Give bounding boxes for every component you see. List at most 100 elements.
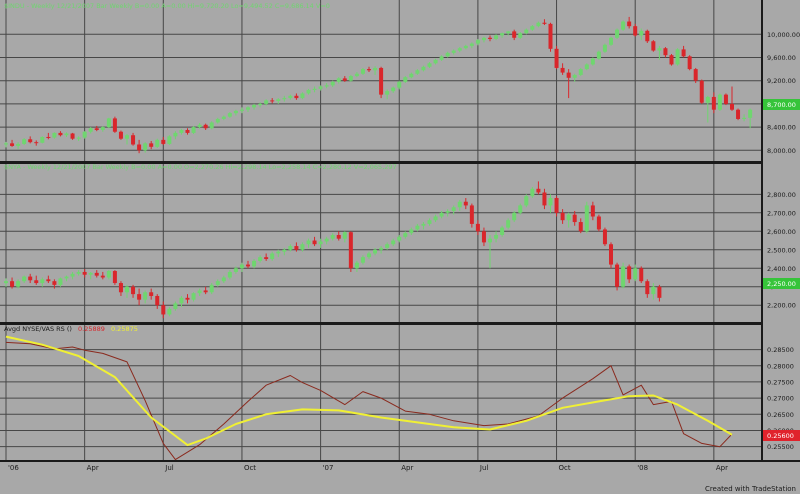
panel-djia[interactable] xyxy=(4,16,753,154)
candle-down[interactable] xyxy=(118,130,123,140)
candle-down[interactable] xyxy=(379,66,384,99)
candle-down[interactable] xyxy=(34,275,39,285)
candle-down[interactable] xyxy=(596,214,601,232)
candle-up[interactable] xyxy=(167,135,172,146)
candle-up[interactable] xyxy=(64,275,69,282)
candle-up[interactable] xyxy=(615,28,620,39)
candle-down[interactable] xyxy=(312,236,317,247)
candle-up[interactable] xyxy=(463,44,468,50)
candle-up[interactable] xyxy=(4,278,8,287)
candle-up[interactable] xyxy=(536,21,541,28)
candle-up[interactable] xyxy=(143,142,148,153)
candle-down[interactable] xyxy=(264,253,269,261)
candle-up[interactable] xyxy=(572,73,577,82)
candle-up[interactable] xyxy=(379,246,384,254)
candle-up[interactable] xyxy=(106,117,111,129)
candle-down[interactable] xyxy=(536,181,541,195)
candle-up[interactable] xyxy=(385,89,390,100)
candle-up[interactable] xyxy=(173,301,178,311)
candle-up[interactable] xyxy=(717,93,722,111)
candle-up[interactable] xyxy=(639,28,644,41)
candle-up[interactable] xyxy=(518,31,523,39)
candle-up[interactable] xyxy=(76,136,81,142)
candle-up[interactable] xyxy=(239,262,244,272)
candle-up[interactable] xyxy=(336,77,341,84)
candle-down[interactable] xyxy=(118,281,123,296)
candle-down[interactable] xyxy=(481,227,486,247)
candle-up[interactable] xyxy=(258,255,263,263)
candle-up[interactable] xyxy=(191,292,196,302)
candle-up[interactable] xyxy=(22,138,27,146)
candle-up[interactable] xyxy=(40,136,45,144)
candle-up[interactable] xyxy=(221,275,226,284)
candle-down[interactable] xyxy=(687,55,692,71)
candle-up[interactable] xyxy=(252,259,257,269)
candle-up[interactable] xyxy=(451,205,456,215)
candle-up[interactable] xyxy=(403,231,408,239)
candle-up[interactable] xyxy=(360,67,365,75)
candle-up[interactable] xyxy=(276,98,281,104)
candle-down[interactable] xyxy=(711,92,716,114)
candle-up[interactable] xyxy=(596,50,601,60)
candle-down[interactable] xyxy=(10,139,15,147)
candle-up[interactable] xyxy=(4,141,8,148)
candle-up[interactable] xyxy=(409,72,414,79)
candle-up[interactable] xyxy=(179,295,184,308)
candle-down[interactable] xyxy=(336,231,341,241)
candle-down[interactable] xyxy=(548,22,553,52)
candle-up[interactable] xyxy=(439,210,444,219)
candle-down[interactable] xyxy=(46,275,51,284)
candle-down[interactable] xyxy=(70,132,75,140)
candle-down[interactable] xyxy=(645,29,650,43)
candle-up[interactable] xyxy=(500,225,505,237)
candle-up[interactable] xyxy=(276,249,281,258)
candle-up[interactable] xyxy=(58,277,63,287)
candle-up[interactable] xyxy=(22,275,27,284)
candle-up[interactable] xyxy=(657,45,662,60)
candle-down[interactable] xyxy=(651,40,656,52)
candle-up[interactable] xyxy=(233,266,238,274)
candle-up[interactable] xyxy=(227,112,232,118)
panel-separator-1[interactable] xyxy=(0,161,762,164)
candle-down[interactable] xyxy=(542,188,547,210)
candle-up[interactable] xyxy=(288,244,293,252)
candle-up[interactable] xyxy=(397,80,402,90)
candle-up[interactable] xyxy=(391,86,396,93)
candle-up[interactable] xyxy=(239,107,244,114)
candle-up[interactable] xyxy=(415,69,420,75)
candle-down[interactable] xyxy=(627,264,632,284)
candle-down[interactable] xyxy=(542,19,547,26)
candle-down[interactable] xyxy=(566,69,571,99)
candle-up[interactable] xyxy=(475,38,480,46)
candle-up[interactable] xyxy=(457,199,462,211)
candle-up[interactable] xyxy=(433,214,438,223)
candle-up[interactable] xyxy=(651,283,656,300)
candle-down[interactable] xyxy=(94,270,99,278)
candle-down[interactable] xyxy=(609,242,613,269)
candle-down[interactable] xyxy=(246,260,250,269)
candle-down[interactable] xyxy=(342,76,347,82)
candle-up[interactable] xyxy=(548,194,553,213)
candle-up[interactable] xyxy=(125,134,129,145)
candle-up[interactable] xyxy=(633,264,638,282)
candle-down[interactable] xyxy=(578,218,583,234)
candle-up[interactable] xyxy=(742,114,747,122)
candle-down[interactable] xyxy=(149,141,154,150)
candle-up[interactable] xyxy=(82,131,87,139)
candle-up[interactable] xyxy=(16,279,21,289)
candle-down[interactable] xyxy=(270,98,275,104)
candle-up[interactable] xyxy=(300,92,305,100)
candle-down[interactable] xyxy=(554,196,559,217)
candle-up[interactable] xyxy=(318,85,323,91)
candle-down[interactable] xyxy=(294,93,299,100)
candle-up[interactable] xyxy=(494,34,499,41)
candle-up[interactable] xyxy=(415,223,420,232)
candle-down[interactable] xyxy=(736,108,741,121)
candle-up[interactable] xyxy=(227,270,232,280)
candle-down[interactable] xyxy=(52,279,57,289)
candle-up[interactable] xyxy=(354,72,359,78)
candle-down[interactable] xyxy=(203,286,208,295)
candle-down[interactable] xyxy=(82,269,87,278)
panel-relative-strength[interactable] xyxy=(5,335,733,461)
